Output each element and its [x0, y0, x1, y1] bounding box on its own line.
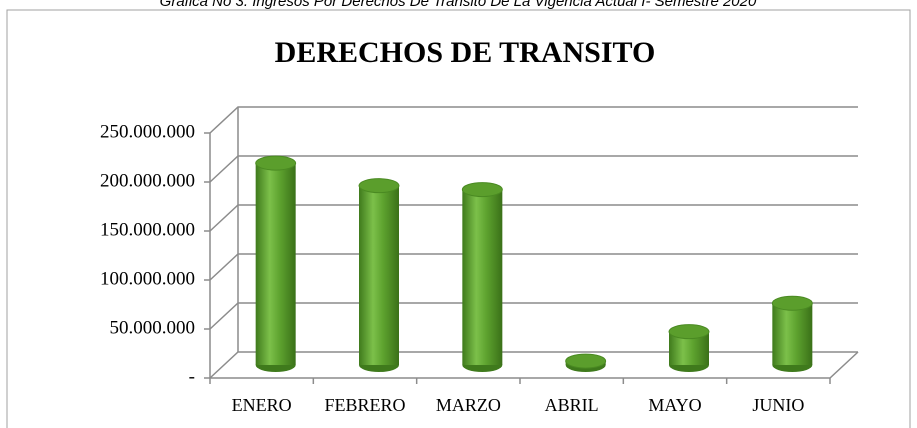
caption: Grafica No 3. Ingresos Por Derechos De T… [160, 0, 757, 10]
x-tick-label: JUNIO [752, 395, 804, 415]
y-tick-label: 100.000.000 [100, 268, 195, 289]
bar [359, 185, 399, 365]
y-tick-label: - [189, 366, 195, 387]
x-tick-label: MAYO [648, 395, 701, 415]
x-tick-label: FEBRERO [324, 395, 405, 415]
bar-top [771, 295, 813, 311]
grid-line [209, 106, 858, 134]
grid-line [209, 302, 858, 330]
chart-title: DERECHOS DE TRANSITO [275, 36, 656, 69]
bar [772, 303, 813, 365]
y-tick-label: 50.000.000 [110, 317, 196, 338]
bar [255, 163, 296, 365]
floor [210, 351, 859, 379]
x-tick-label: MARZO [436, 395, 501, 415]
x-tick-label: ABRIL [545, 395, 599, 415]
bar-top [668, 324, 710, 340]
y-tick-label: 200.000.000 [100, 170, 195, 191]
bar-top [565, 353, 607, 369]
y-tick-label: 150.000.000 [100, 219, 195, 240]
bar [462, 189, 503, 365]
y-tick-label: 250.000.000 [100, 121, 195, 142]
bar-top [461, 182, 503, 198]
grid-line [209, 204, 858, 232]
grid-line [209, 253, 858, 281]
bar-top [255, 155, 297, 171]
x-tick-label: ENERO [232, 395, 292, 415]
chart-border [6, 9, 911, 428]
grid-line [209, 351, 858, 379]
bar-top [358, 178, 400, 194]
grid-line [209, 155, 858, 183]
